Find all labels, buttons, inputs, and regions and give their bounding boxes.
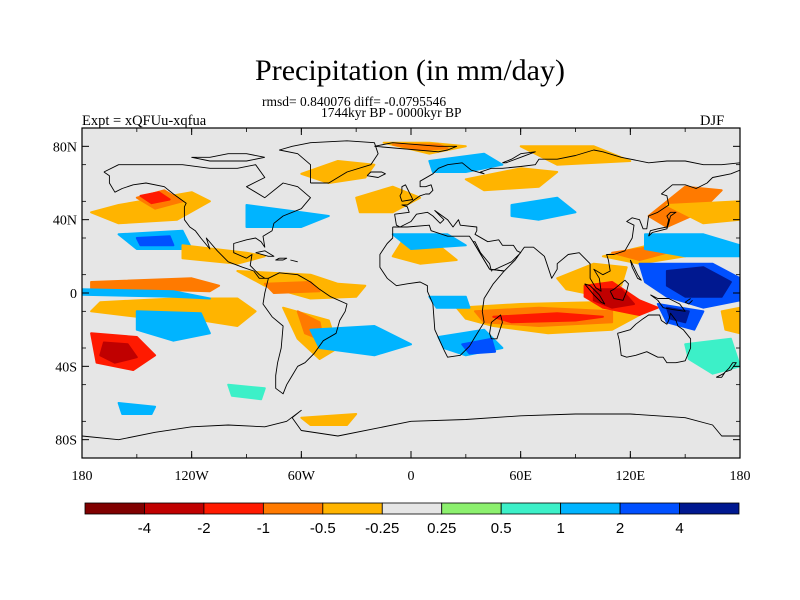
- anomaly-region: [684, 337, 740, 375]
- colorbar-label: 0.5: [491, 520, 512, 537]
- anomaly-region: [300, 160, 376, 184]
- coastline: [290, 259, 298, 263]
- chart-title: Precipitation (in mm/day): [255, 54, 565, 87]
- anomaly-region: [227, 383, 266, 401]
- anomaly-region: [245, 204, 330, 228]
- colorbar-swatch: [322, 502, 383, 515]
- coastline: [262, 272, 348, 395]
- coastline: [648, 211, 677, 237]
- coastline: [684, 298, 693, 305]
- lon-tick-label: 180: [72, 469, 93, 484]
- colorbar-swatch: [144, 502, 205, 515]
- anomaly-region: [665, 200, 740, 225]
- season-label: DJF: [700, 113, 725, 129]
- coastline: [650, 294, 686, 312]
- colorbar-label: 2: [616, 520, 624, 537]
- lon-tick-label: 180: [730, 469, 751, 484]
- lon-tick-label: 120W: [175, 469, 210, 484]
- colorbar-swatch: [679, 502, 740, 515]
- lat-tick-label: 80S: [55, 434, 77, 449]
- anomaly-region: [391, 233, 467, 250]
- colorbar-label: -0.25: [365, 520, 399, 537]
- anomaly-region: [99, 341, 138, 364]
- colorbar-label: 1: [556, 520, 564, 537]
- stats-subtitle: rmsd= 0.840076 diff= -0.0795546: [262, 94, 447, 109]
- lon-tick-label: 60E: [509, 469, 532, 484]
- coastline: [379, 224, 505, 358]
- coastline: [394, 149, 740, 292]
- colorbar-label: -1: [257, 520, 270, 537]
- anomaly-region: [644, 233, 740, 258]
- anomaly-field: [82, 141, 740, 426]
- coastline: [399, 184, 414, 202]
- coastline: [489, 314, 503, 340]
- anomaly-region: [428, 152, 504, 173]
- colorbar: -4 -2 -1 -0.5 -0.25 0.25 0.5 1 2 4: [84, 502, 740, 537]
- anomaly-region: [263, 281, 321, 294]
- anomaly-region: [135, 235, 175, 247]
- period-subtitle: 1744kyr BP - 0000kyr BP: [321, 105, 462, 120]
- coastline: [82, 409, 740, 441]
- anomaly-region: [82, 288, 211, 300]
- coastline: [609, 279, 629, 301]
- anomaly-region: [117, 402, 157, 415]
- colorbar-swatch: [619, 502, 680, 515]
- lat-tick-label: 0: [70, 287, 77, 302]
- colorbar-swatch: [500, 502, 562, 515]
- lat-tick-label: 40S: [55, 360, 77, 375]
- coastline: [629, 259, 642, 281]
- lon-tick-label: 0: [408, 469, 415, 484]
- colorbar-swatch: [203, 502, 264, 515]
- coastline: [255, 250, 275, 257]
- coastline: [191, 153, 265, 162]
- latitude-axis: 80N 40N 0 40S 80S: [53, 127, 740, 459]
- longitude-axis: 180 120W 60W 0 60E 120E 180: [72, 128, 751, 484]
- coastline: [103, 164, 311, 279]
- coastlines: [82, 140, 740, 441]
- anomaly-region: [665, 266, 732, 298]
- coastline: [617, 312, 692, 364]
- anomaly-region: [720, 306, 740, 335]
- anomaly-region: [461, 337, 497, 355]
- lon-tick-label: 120E: [616, 469, 646, 484]
- colorbar-swatch: [381, 502, 443, 515]
- colorbar-label: -0.5: [310, 520, 336, 537]
- lon-tick-label: 60W: [288, 469, 316, 484]
- colorbar-swatch: [441, 502, 502, 515]
- colorbar-label: -2: [197, 520, 210, 537]
- colorbar-swatch: [560, 502, 621, 515]
- anomaly-region: [135, 310, 211, 342]
- colorbar-swatch: [262, 502, 324, 515]
- experiment-label: Expt = xQFUu-xqfua: [82, 113, 207, 129]
- anomaly-region: [464, 167, 559, 192]
- colorbar-label: 4: [675, 520, 683, 537]
- anomaly-region: [510, 196, 577, 221]
- anomaly-region: [139, 191, 171, 205]
- coastline: [366, 171, 386, 178]
- coastline: [716, 362, 737, 378]
- coastline: [275, 257, 288, 261]
- colorbar-label: -4: [138, 520, 151, 537]
- anomaly-region: [300, 413, 358, 426]
- coastline: [374, 142, 458, 153]
- anomaly-region: [492, 312, 604, 324]
- lat-tick-label: 40N: [53, 214, 77, 229]
- colorbar-label: 0.25: [427, 520, 456, 537]
- lat-tick-label: 80N: [53, 140, 77, 155]
- coastline: [502, 151, 536, 164]
- coastline: [584, 283, 606, 305]
- coastline: [278, 140, 379, 184]
- anomaly-region: [428, 295, 471, 309]
- colorbar-swatch: [84, 502, 145, 515]
